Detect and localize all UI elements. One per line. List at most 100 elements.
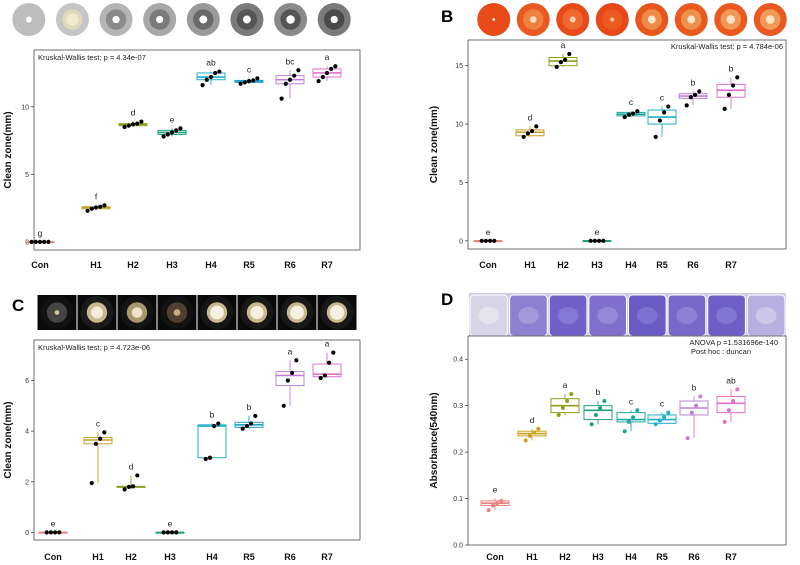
data-point (563, 57, 568, 62)
data-point (327, 360, 332, 365)
panel-c: C 0 2 4 6 Clean zone(mm) Kruskal-Wallis test; … (3, 295, 361, 562)
y-tick-label: 5 (25, 172, 29, 179)
data-point (98, 204, 103, 209)
y-tick-label: 0.0 (453, 543, 463, 550)
data-point (556, 412, 561, 417)
data-point (89, 480, 94, 486)
box-h3: e H3 (582, 227, 612, 270)
box-h1: d H1 (515, 112, 545, 270)
photo-image-h2 (117, 295, 157, 330)
panel-a: A0510Clean zone(mm)Kruskal-Wallis test; … (3, 3, 361, 270)
data-point (102, 430, 107, 435)
data-point (53, 530, 58, 535)
data-point (37, 239, 43, 244)
significance-letter: b (691, 77, 696, 87)
x-tick-label: H2 (557, 260, 569, 270)
x-tick-label: H3 (592, 552, 604, 562)
x-tick-label: H3 (164, 552, 176, 562)
x-tick-label: H3 (591, 260, 603, 270)
box-h2: d H2 (118, 108, 148, 270)
box-h4: ab H4 (196, 58, 226, 270)
data-point (569, 392, 574, 397)
y-tick-label: 2 (25, 479, 29, 486)
significance-letter: d (131, 108, 136, 118)
data-point (131, 484, 136, 489)
well-glare (518, 307, 539, 324)
colony (290, 305, 304, 320)
x-tick-label: H4 (625, 552, 637, 562)
data-point (287, 77, 293, 82)
x-tick-label: H2 (125, 552, 137, 562)
colony (529, 16, 537, 23)
data-point (216, 421, 221, 426)
x-tick-label: R6 (284, 552, 296, 562)
box-body (616, 412, 646, 423)
data-point (499, 498, 504, 503)
data-point (694, 403, 699, 408)
x-tick-label: Con (486, 552, 504, 562)
significance-letter: f (95, 191, 98, 201)
data-point (102, 203, 107, 208)
x-tick-label: R5 (243, 260, 255, 270)
data-point (204, 77, 209, 82)
box-h4: b H4 (197, 410, 227, 562)
data-point (565, 399, 570, 404)
significance-letter: e (170, 114, 175, 124)
significance-letter: b (210, 410, 215, 420)
data-point (324, 70, 330, 76)
data-point (213, 70, 218, 76)
significance-letter: a (563, 380, 568, 390)
significance-letter: b (729, 63, 734, 73)
plot-frame (467, 335, 787, 546)
box-h1: f H1 (81, 191, 111, 270)
significance-letter: e (51, 518, 56, 528)
data-point (296, 68, 301, 73)
box-h2: a H2 (548, 40, 578, 270)
data-point (530, 128, 535, 134)
data-point (554, 64, 559, 69)
box-h2: d H2 (116, 461, 146, 562)
data-point (560, 405, 565, 410)
box-r5: c R5 (647, 399, 677, 562)
data-point (208, 74, 214, 80)
x-tick-label: Con (31, 260, 49, 270)
plate-background (469, 293, 786, 338)
data-point (588, 238, 593, 243)
data-point (251, 78, 256, 83)
significance-letter: e (486, 227, 491, 237)
data-point (135, 473, 140, 478)
data-point (238, 81, 243, 86)
box-body (583, 405, 613, 421)
photo-image-h3 (588, 294, 627, 337)
photo-strip (469, 293, 786, 338)
data-point (165, 530, 170, 535)
box-h4: c H4 (616, 396, 646, 562)
colony (329, 305, 345, 320)
data-point (29, 239, 34, 244)
x-tick-label: H4 (625, 260, 637, 270)
data-point (666, 104, 671, 109)
box-h2: a H2 (550, 380, 580, 562)
colony (210, 305, 224, 320)
box-con: e Con (473, 227, 503, 270)
panel-letter: D (441, 290, 453, 309)
photo-image-r6 (714, 3, 748, 36)
significance-letter: e (595, 227, 600, 237)
data-point (126, 123, 131, 128)
colony (66, 13, 79, 26)
data-point (492, 238, 497, 243)
x-tick-label: H1 (92, 552, 104, 562)
photo-strip (477, 3, 787, 36)
y-tick-label: 4 (25, 429, 29, 436)
colony (610, 17, 615, 22)
stat-text: Kruskal-Wallis test; p = 4.784e-06 (671, 42, 783, 51)
y-tick-label: 0.4 (453, 357, 463, 364)
colony (250, 305, 264, 320)
data-point (657, 418, 662, 423)
well-glare (755, 307, 777, 324)
colony (647, 15, 656, 24)
data-point (44, 530, 49, 535)
data-point (479, 238, 484, 243)
data-point (525, 131, 531, 136)
photo-image-h1 (55, 3, 89, 36)
